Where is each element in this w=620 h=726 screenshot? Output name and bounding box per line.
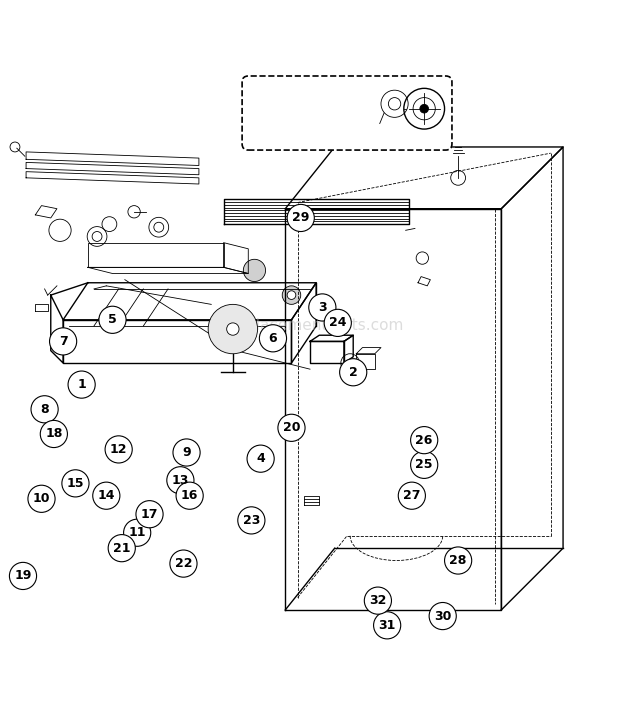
Circle shape (28, 485, 55, 513)
Circle shape (309, 294, 336, 321)
Text: 4: 4 (256, 452, 265, 465)
Circle shape (136, 501, 163, 528)
Text: 22: 22 (175, 557, 192, 570)
Text: 9: 9 (182, 446, 191, 459)
Circle shape (99, 306, 126, 333)
Text: 25: 25 (415, 458, 433, 471)
Circle shape (123, 519, 151, 547)
Circle shape (238, 507, 265, 534)
Text: 20: 20 (283, 421, 300, 434)
Text: 2: 2 (349, 366, 358, 379)
Circle shape (259, 325, 286, 352)
Circle shape (429, 603, 456, 629)
Text: 19: 19 (14, 569, 32, 582)
Circle shape (243, 259, 265, 282)
Text: eReplacementParts.com: eReplacementParts.com (217, 319, 403, 333)
Circle shape (167, 467, 194, 494)
Text: 3: 3 (318, 301, 327, 314)
Circle shape (31, 396, 58, 423)
Text: 21: 21 (113, 542, 130, 555)
Circle shape (108, 534, 135, 562)
Text: 8: 8 (40, 403, 49, 416)
Text: 12: 12 (110, 443, 128, 456)
Circle shape (105, 436, 132, 463)
Circle shape (208, 304, 257, 354)
Text: 28: 28 (450, 554, 467, 567)
Circle shape (173, 439, 200, 466)
Circle shape (170, 550, 197, 577)
Text: 31: 31 (378, 619, 396, 632)
Circle shape (410, 452, 438, 478)
Text: 24: 24 (329, 317, 347, 330)
Text: 30: 30 (434, 610, 451, 623)
Text: 7: 7 (59, 335, 68, 348)
Text: 13: 13 (172, 474, 189, 486)
Circle shape (374, 612, 401, 639)
Circle shape (9, 563, 37, 590)
Text: 15: 15 (67, 477, 84, 490)
Text: 17: 17 (141, 507, 158, 521)
Circle shape (50, 328, 77, 355)
Circle shape (324, 309, 352, 336)
Circle shape (365, 587, 391, 614)
Text: 1: 1 (78, 378, 86, 391)
Text: 32: 32 (369, 594, 387, 607)
Circle shape (62, 470, 89, 497)
Circle shape (227, 323, 239, 335)
Text: 26: 26 (415, 433, 433, 446)
Text: 23: 23 (242, 514, 260, 527)
Circle shape (445, 547, 472, 574)
Text: 18: 18 (45, 428, 63, 441)
Circle shape (68, 371, 95, 398)
Circle shape (247, 445, 274, 472)
Circle shape (287, 205, 314, 232)
Text: 27: 27 (403, 489, 420, 502)
Text: 14: 14 (97, 489, 115, 502)
Text: 16: 16 (181, 489, 198, 502)
Circle shape (420, 105, 428, 113)
FancyBboxPatch shape (242, 76, 452, 150)
Circle shape (93, 482, 120, 509)
Circle shape (40, 420, 68, 447)
Circle shape (287, 291, 296, 299)
Text: 11: 11 (128, 526, 146, 539)
Text: 6: 6 (268, 332, 277, 345)
Text: 5: 5 (108, 314, 117, 326)
Circle shape (340, 359, 367, 386)
Circle shape (282, 286, 301, 304)
Circle shape (410, 427, 438, 454)
Circle shape (278, 415, 305, 441)
Circle shape (176, 482, 203, 509)
Text: 29: 29 (292, 211, 309, 224)
Text: 10: 10 (33, 492, 50, 505)
Circle shape (398, 482, 425, 509)
